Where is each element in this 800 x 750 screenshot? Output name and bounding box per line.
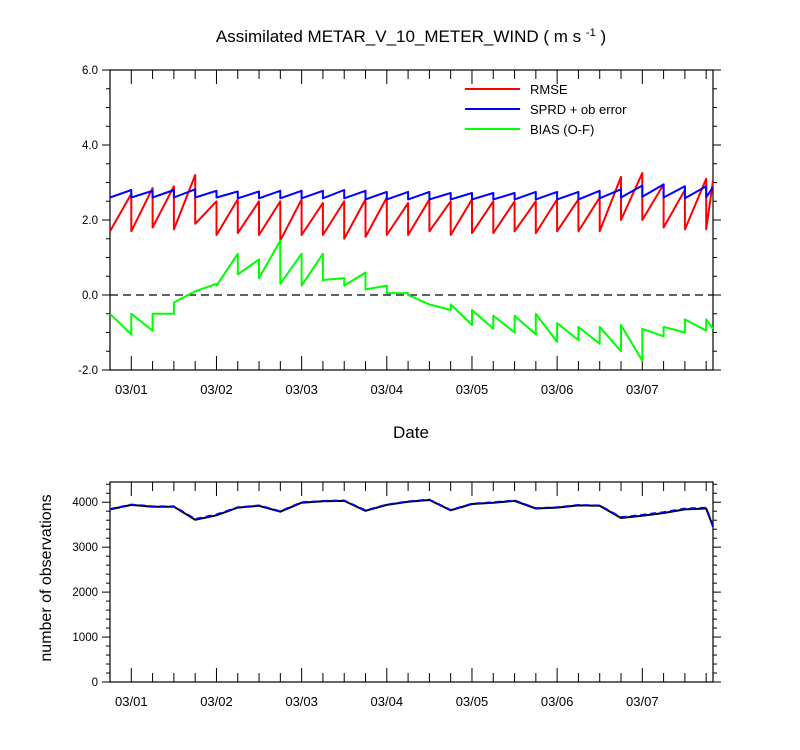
x-axis-label: Date: [393, 423, 429, 442]
x-tick-label: 03/07: [626, 694, 659, 709]
y-tick-label: 1000: [72, 632, 98, 644]
series-line-rmse: [109, 172, 714, 242]
x-tick-label: 03/01: [115, 382, 148, 397]
series-line-number-of-assimilated-observations: [109, 498, 714, 526]
legend-label: RMSE: [530, 82, 568, 97]
y-tick-label: 6.0: [82, 65, 98, 77]
x-tick-label: 03/03: [285, 694, 318, 709]
y-tick-label: 0: [92, 677, 98, 689]
x-tick-label: 03/06: [541, 694, 574, 709]
chart-title: Assimilated METAR_V_10_METER_WIND ( m s …: [216, 21, 606, 46]
series-line-bias-o-f: [109, 239, 714, 362]
x-tick-label: 03/06: [541, 382, 574, 397]
legend-label: SPRD + ob error: [530, 102, 627, 117]
x-tick-label: 03/04: [371, 382, 404, 397]
legend: RMSE SPRD + ob error BIAS (O-F): [465, 82, 627, 137]
series-line-sprd-ob-error: [109, 183, 714, 201]
y-tick-label: 2.0: [82, 215, 98, 227]
x-tick-label: 03/02: [200, 694, 233, 709]
series-line-number-of-observations: [109, 499, 714, 527]
x-tick-label: 03/03: [285, 382, 318, 397]
x-tick-label: 03/01: [115, 694, 148, 709]
plot-frame: [109, 481, 714, 683]
x-tick-label: 03/07: [626, 382, 659, 397]
y-tick-label: 3000: [72, 542, 98, 554]
y-axis-label-observations: number of observations: [38, 494, 55, 661]
legend-label: BIAS (O-F): [530, 122, 594, 137]
y-tick-label: -2.0: [78, 365, 98, 377]
y-tick-label: 2000: [72, 587, 98, 599]
y-tick-label: 4000: [72, 497, 98, 509]
metrics-plot: 03/01 03/02 03/03 03/04 03/05 03/06 03/07 -2.0 0…: [78, 65, 721, 397]
y-tick-label: 0.0: [82, 290, 98, 302]
x-tick-label: 03/02: [200, 382, 233, 397]
observations-plot: 03/01 03/02 03/03 03/04 03/05 03/06 03/07 0 1000…: [72, 481, 721, 709]
y-tick-label: 4.0: [82, 140, 98, 152]
x-tick-label: 03/05: [456, 382, 489, 397]
x-tick-label: 03/04: [371, 694, 404, 709]
x-tick-label: 03/05: [456, 694, 489, 709]
